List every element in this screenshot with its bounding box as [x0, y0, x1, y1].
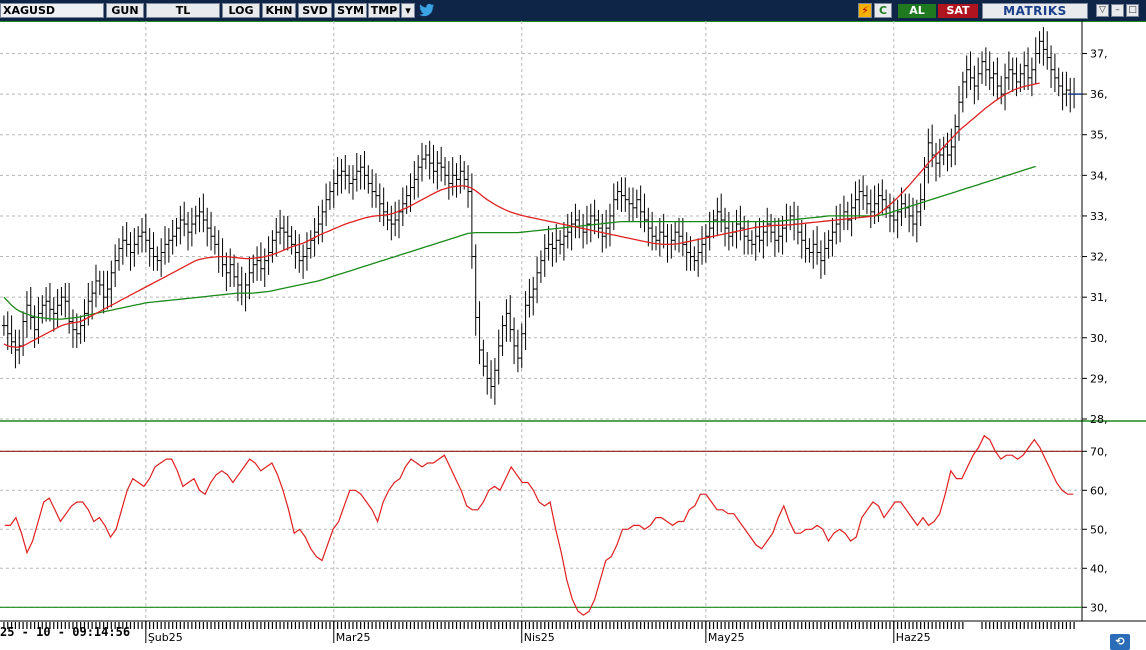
c-button[interactable]: C — [874, 3, 892, 18]
price-y-tick-label: 28, — [1090, 413, 1108, 426]
rsi-y-tick-label: 50, — [1090, 523, 1108, 536]
price-y-tick-label: 29, — [1090, 372, 1108, 385]
khn-button[interactable]: KHN — [262, 3, 296, 18]
tmp-button[interactable]: TMP — [368, 3, 400, 18]
price-y-tick-label: 33, — [1090, 210, 1108, 223]
log-button[interactable]: LOG — [222, 3, 260, 18]
sym-button[interactable]: SYM — [334, 3, 367, 18]
lightning-icon[interactable]: ⚡ — [858, 3, 872, 18]
period-button[interactable]: GUN — [106, 3, 144, 18]
price-y-tick-label: 31, — [1090, 291, 1108, 304]
rsi-y-tick-label: 70, — [1090, 445, 1108, 458]
price-y-tick-label: 36, — [1090, 88, 1108, 101]
month-label: May25 — [708, 631, 745, 644]
price-y-tick-label: 34, — [1090, 169, 1108, 182]
datetime-readout: 25 - 10 - 09:14:56 — [0, 625, 131, 639]
price-y-tick-label: 35, — [1090, 129, 1108, 142]
sell-button[interactable]: SAT — [938, 4, 978, 18]
minimize-icon[interactable]: – — [1111, 4, 1124, 17]
dropdown-icon[interactable]: ▽ — [1096, 4, 1109, 17]
symbol-field[interactable]: XAGUSD — [0, 3, 104, 18]
ma-long-line — [3, 165, 1036, 320]
month-label: Haz25 — [896, 631, 931, 644]
price-y-tick-label: 32, — [1090, 251, 1108, 264]
dropdown-arrow-icon[interactable]: ▾ — [401, 3, 415, 18]
rsi-y-tick-label: 60, — [1090, 484, 1108, 497]
brand-logo: MATRIKS — [982, 3, 1088, 19]
month-label: Mar25 — [336, 631, 371, 644]
rsi-y-tick-label: 40, — [1090, 562, 1108, 575]
month-label: Şub25 — [148, 631, 183, 644]
twitter-bird-icon[interactable] — [416, 3, 436, 18]
buy-button[interactable]: AL — [898, 4, 936, 18]
chart-toolbar: XAGUSD GUN TL LOG KHN SVD SYM TMP ▾ ⚡ C … — [0, 0, 1146, 21]
refresh-icon[interactable]: ⟲ — [1110, 634, 1130, 650]
ma-short-line — [3, 82, 1040, 348]
chart-area[interactable]: 28, 29, 30, 31, 32, 33, 34, 35, 36, 37, 30, 40, 50, 6… — [0, 21, 1146, 650]
price-y-tick-label: 30, — [1090, 332, 1108, 345]
rsi-y-tick-label: 30, — [1090, 601, 1108, 614]
maximize-icon[interactable]: □ — [1126, 4, 1139, 17]
svd-button[interactable]: SVD — [298, 3, 332, 18]
month-label: Nis25 — [524, 631, 555, 644]
rsi-line — [4, 434, 1074, 616]
currency-button[interactable]: TL — [146, 3, 220, 18]
price-y-tick-label: 37, — [1090, 47, 1108, 60]
